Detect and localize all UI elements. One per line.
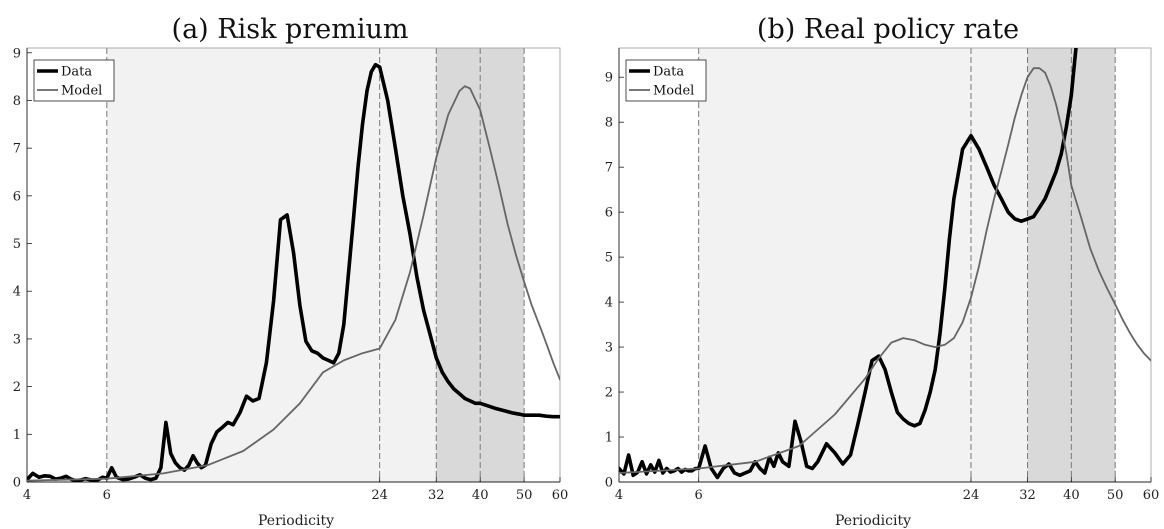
legend-box	[33, 59, 115, 102]
y-tick-label-9: 9	[605, 71, 613, 86]
chart-title: (a) Risk premium	[172, 14, 409, 45]
y-tick-label-7: 7	[13, 142, 21, 157]
chart-title: (b) Real policy rate	[757, 14, 1019, 45]
y-tick-label-3: 3	[13, 332, 21, 347]
y-tick-label-8: 8	[605, 116, 613, 131]
legend-label-model: Model	[61, 84, 102, 99]
legend-box	[625, 59, 707, 102]
y-tick-label-2: 2	[13, 380, 21, 395]
x-tick-label-32: 32	[428, 488, 445, 503]
legend-label-data: Data	[61, 65, 92, 80]
x-tick-label-6: 6	[103, 488, 111, 503]
series-line-model	[27, 85, 560, 482]
legend-label-model: Model	[653, 84, 694, 99]
y-tick-label-6: 6	[13, 189, 21, 204]
x-tick-label-4: 4	[23, 488, 31, 503]
x-tick-label-24: 24	[963, 488, 980, 503]
y-tick-label-1: 1	[13, 428, 21, 443]
x-axis-label: Periodicity	[835, 513, 911, 529]
y-tick-label-5: 5	[13, 237, 21, 252]
y-tick-label-6: 6	[605, 206, 613, 221]
x-tick-label-6: 6	[695, 488, 703, 503]
y-tick-label-8: 8	[13, 94, 21, 109]
legend: Data Model	[625, 59, 707, 102]
y-tick-label-7: 7	[605, 161, 613, 176]
x-tick-label-60: 60	[1143, 488, 1160, 503]
x-tick-label-50: 50	[516, 488, 533, 503]
series-line-model	[619, 67, 1151, 474]
x-tick-label-4: 4	[615, 488, 623, 503]
legend: Data Model	[33, 59, 115, 102]
y-tick-label-4: 4	[13, 285, 21, 300]
legend-label-data: Data	[653, 65, 684, 80]
x-tick-label-32: 32	[1019, 488, 1036, 503]
y-tick-label-0: 0	[13, 476, 21, 491]
y-tick-label-9: 9	[13, 46, 21, 61]
y-tick-label-4: 4	[605, 296, 613, 311]
y-tick-label-3: 3	[605, 341, 613, 356]
y-tick-label-1: 1	[605, 431, 613, 446]
x-tick-label-50: 50	[1107, 488, 1124, 503]
y-tick-label-2: 2	[605, 386, 613, 401]
y-tick-label-5: 5	[605, 251, 613, 266]
x-tick-label-40: 40	[1063, 488, 1080, 503]
shaded-region-light	[698, 48, 1028, 482]
chart-panel-a: 0 1 2 3 4 5 6 7 8 9 4 6 24 32 40 50 60 (a) Risk premium Pe…	[13, 14, 569, 529]
x-tick-label-24: 24	[371, 488, 388, 503]
x-tick-label-60: 60	[552, 488, 569, 503]
chart-panel-b: 0 1 2 3 4 5 6 7 8 9 4 6 24 32 40 50 60 (b) Real policy ra…	[605, 14, 1160, 529]
shaded-region-light	[106, 48, 437, 482]
x-axis-label: Periodicity	[258, 513, 334, 529]
x-tick-label-40: 40	[472, 488, 489, 503]
y-tick-label-0: 0	[605, 476, 613, 491]
